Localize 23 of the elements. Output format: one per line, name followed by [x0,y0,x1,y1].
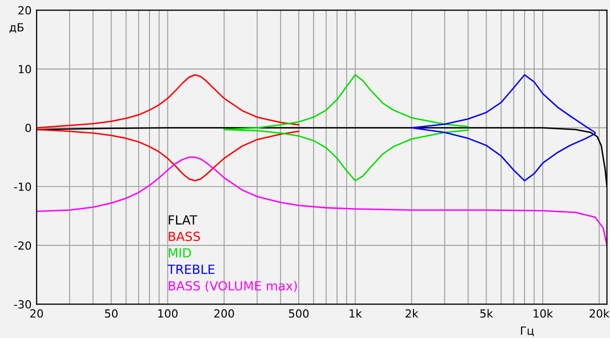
y-tick-label: 20 [18,6,31,15]
x-tick-label: 500 [289,309,309,318]
y-tick-label: -30 [14,300,31,309]
x-tick-label: 1k [350,309,362,318]
text: BASS (VOLUME max) [168,280,297,292]
y-axis-title: дБ [10,23,24,33]
text: FLAT [168,215,198,224]
y-tick-label: -10 [14,182,31,191]
y-tick-label: 10 [18,64,31,74]
x-tick-label: 200 [214,309,234,318]
text: TREBLE [168,264,214,274]
x-tick-label: 20k [590,309,610,318]
y-tick-label: 0 [25,124,31,132]
text: MID [168,248,191,258]
x-tick-label: 20 [30,309,43,318]
x-tick-label: 10k [534,309,553,318]
y-tick-label: -20 [14,241,31,250]
text: BASS [168,232,200,242]
x-tick-label: 2k [406,309,418,318]
x-axis-title: Гц [521,326,534,336]
x-tick-label: 100 [158,309,178,318]
x-tick-label: 5k [480,309,494,318]
x-tick-label: 50 [105,309,118,318]
